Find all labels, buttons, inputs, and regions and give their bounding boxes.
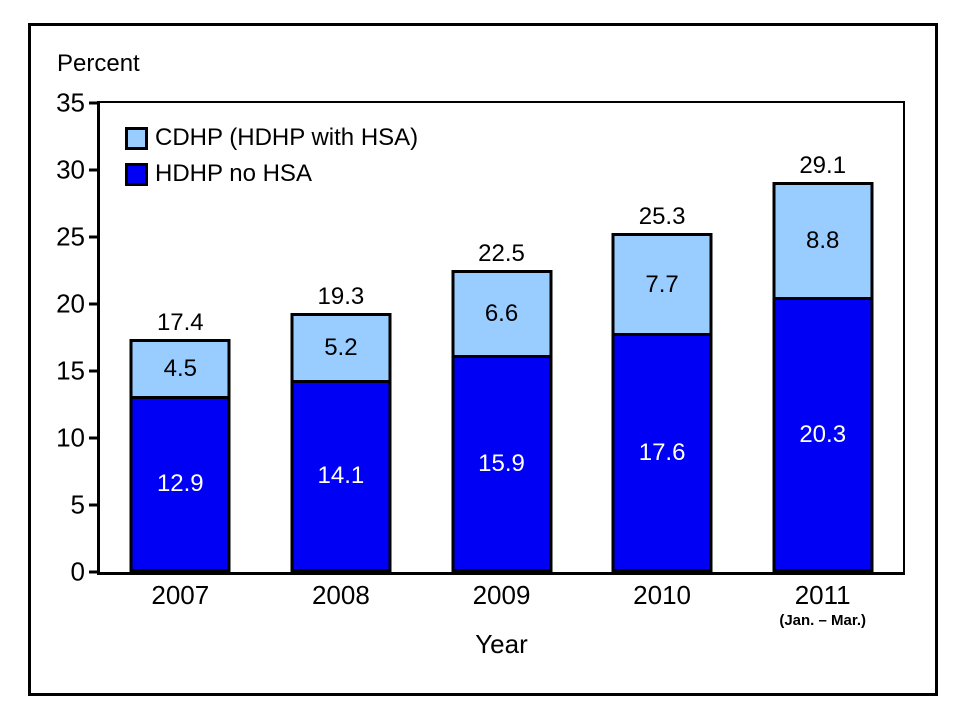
x-category-label: 2007: [100, 580, 261, 611]
y-axis-title: Percent: [57, 50, 140, 77]
x-category-label: 2010: [582, 580, 743, 611]
bar-segment-cdhp: 8.8: [775, 185, 871, 300]
y-axis-tick: [89, 436, 97, 440]
bar-segment-cdhp: 5.2: [293, 316, 389, 383]
bar-segment-cdhp: 6.6: [454, 273, 549, 358]
x-category-year: 2009: [472, 580, 531, 610]
bar-segment-hdhp-no-hsa: 12.9: [156, 470, 204, 497]
bar-2009: 22.5 6.6 15.9: [451, 240, 552, 572]
legend-swatch: [125, 126, 148, 150]
bar-segment-hdhp-no-hsa: 14.1: [317, 462, 365, 489]
x-category-year: 2008: [311, 580, 370, 610]
bar-total-label: 29.1: [799, 152, 847, 179]
y-axis-tick-label: 20: [56, 288, 85, 319]
legend: CDHP (HDHP with HSA) HDHP no HSA: [125, 124, 418, 188]
bar-total-label: 22.5: [478, 240, 525, 267]
x-category-sublabel: (Jan. – Mar.): [779, 611, 867, 629]
y-axis-tick: [89, 302, 97, 306]
y-axis-tick: [89, 168, 97, 172]
bar-total-label: 25.3: [638, 203, 686, 230]
y-axis-tick-label: 5: [70, 489, 85, 520]
x-category-year: 2011: [794, 580, 851, 610]
bar-segment-cdhp: 4.5: [132, 342, 228, 399]
y-axis-tick-label: 30: [56, 154, 85, 185]
bar-segment-hdhp-no-hsa: 17.6: [638, 438, 686, 466]
y-axis-tick: [89, 369, 97, 373]
plot-area: CDHP (HDHP with HSA) HDHP no HSA Year 0 5 1…: [56, 88, 905, 659]
x-category-year: 2010: [633, 580, 692, 610]
bar-segment-hdhp-no-hsa: 15.9: [478, 449, 525, 477]
x-category-label: 2011 (Jan. – Mar.): [742, 580, 903, 629]
x-category-year: 2007: [151, 580, 210, 610]
legend-row: CDHP (HDHP with HSA): [125, 124, 418, 152]
x-category-label: 2008: [261, 580, 422, 611]
legend-row: HDHP no HSA: [125, 160, 418, 188]
bar-2007: 17.4 4.5 12.9: [129, 309, 231, 572]
bar-segment-cdhp: 7.7: [614, 236, 710, 336]
legend-label: HDHP no HSA: [155, 160, 312, 187]
legend-label: CDHP (HDHP with HSA): [155, 124, 419, 151]
y-axis-tick: [89, 235, 97, 239]
bar-total-label: 19.3: [317, 283, 365, 310]
bar-segment-hdhp-no-hsa: 20.3: [799, 420, 847, 448]
bar-total-label: 17.4: [156, 309, 204, 336]
y-axis-tick: [89, 570, 97, 574]
x-axis-title: Year: [475, 629, 528, 659]
y-axis-tick: [89, 503, 97, 507]
y-axis-tick-label: 10: [56, 422, 85, 453]
bar-2011: 29.1 8.8 20.3: [772, 152, 874, 572]
bar-2010: 25.3 7.7 17.6: [611, 203, 713, 572]
y-axis-tick-label: 35: [56, 87, 85, 118]
legend-swatch: [125, 162, 148, 186]
y-axis-tick-label: 15: [56, 355, 85, 386]
y-axis-tick: [89, 101, 97, 105]
bar-2008: 19.3 5.2 14.1: [290, 283, 392, 572]
x-category-label: 2009: [421, 580, 582, 611]
y-axis-tick-label: 0: [70, 556, 85, 587]
y-axis-tick-label: 25: [56, 221, 85, 252]
